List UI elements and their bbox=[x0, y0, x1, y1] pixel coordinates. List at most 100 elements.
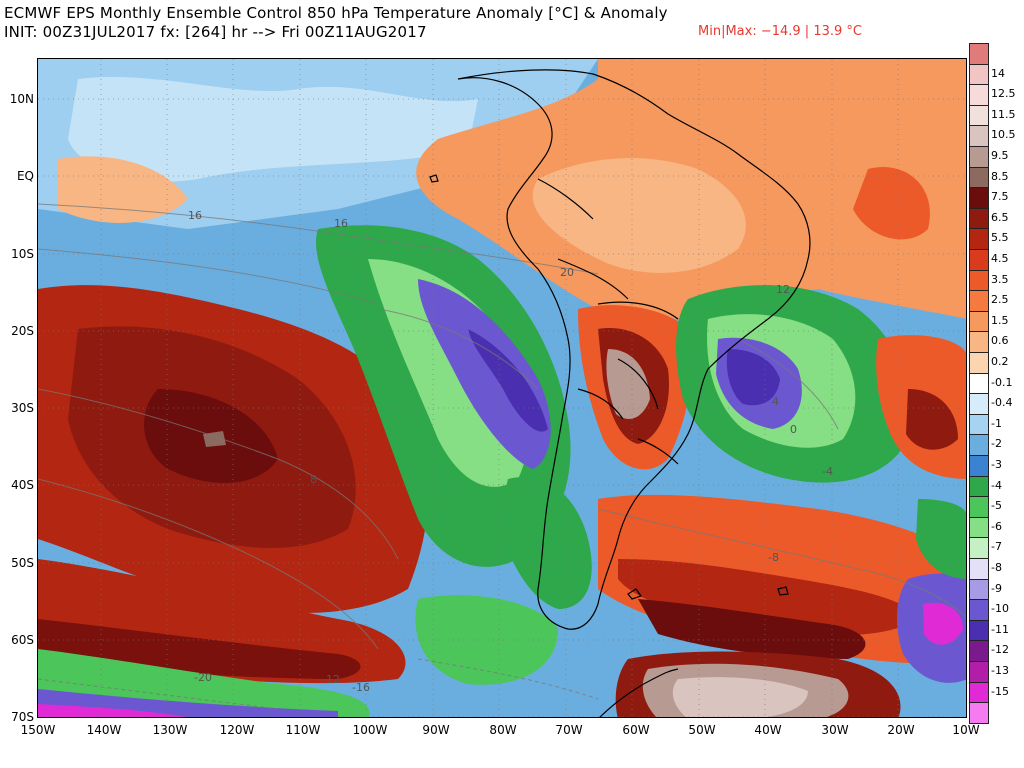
colorbar-swatch bbox=[969, 372, 989, 395]
colorbar-label: -7 bbox=[991, 540, 1002, 554]
contour-label: -20 bbox=[194, 671, 212, 684]
colorbar-label: 3.5 bbox=[991, 272, 1009, 286]
colorbar-legend: 14 12.5 11.5 10.5 9.5 8.5 7.5 6.5 5.5 4.5 3.5 2.5 1.… bbox=[967, 43, 1024, 724]
colorbar-swatch bbox=[969, 455, 989, 477]
colorbar-label: 11.5 bbox=[991, 107, 1016, 121]
colorbar-label: 7.5 bbox=[991, 190, 1009, 204]
colorbar-swatch bbox=[969, 516, 989, 539]
colorbar-swatch bbox=[969, 63, 989, 86]
colorbar-label: 12.5 bbox=[991, 87, 1016, 101]
min-max-readout: Min|Max: −14.9 | 13.9 °C bbox=[698, 24, 862, 39]
colorbar-swatch bbox=[969, 558, 989, 580]
init-forecast-line: INIT: 00Z31JUL2017 fx: [264] hr --> Fri … bbox=[4, 23, 427, 41]
anomaly-map[interactable]: 16 16 20 12 8 4 0 -4 -8 -12 -16 -20 bbox=[37, 58, 967, 718]
contour-label: 12 bbox=[776, 283, 790, 296]
contour-label: 16 bbox=[334, 217, 348, 230]
lon-label-100w: 100W bbox=[352, 723, 388, 737]
contour-label: 16 bbox=[188, 209, 202, 222]
colorbar-label: -9 bbox=[991, 581, 1002, 595]
lon-label-80w: 80W bbox=[489, 723, 517, 737]
colorbar-swatch bbox=[969, 640, 989, 662]
colorbar-swatch bbox=[969, 496, 989, 518]
contour-label: -8 bbox=[768, 551, 779, 564]
colorbar-label: 2.5 bbox=[991, 293, 1009, 307]
contour-label: -12 bbox=[322, 673, 340, 686]
colorbar-label: -1 bbox=[991, 416, 1002, 430]
colorbar-swatch bbox=[969, 228, 989, 250]
colorbar-label: -12 bbox=[991, 643, 1009, 657]
colorbar-swatch bbox=[969, 125, 989, 147]
colorbar-label: -4 bbox=[991, 478, 1002, 492]
colorbar-label: 0.6 bbox=[991, 334, 1009, 348]
colorbar-swatch bbox=[969, 475, 989, 498]
colorbar-label: -5 bbox=[991, 499, 1002, 513]
colorbar-label: 8.5 bbox=[991, 169, 1009, 183]
colorbar-label: -0.4 bbox=[991, 396, 1013, 410]
lon-label-130w: 130W bbox=[152, 723, 188, 737]
lat-label-30s: 30S bbox=[11, 401, 34, 415]
colorbar-label: 1.5 bbox=[991, 313, 1009, 327]
lat-label-10s: 10S bbox=[11, 247, 34, 261]
colorbar-swatch bbox=[969, 434, 989, 456]
colorbar-swatch bbox=[969, 619, 989, 642]
map-canvas bbox=[38, 59, 966, 717]
colorbar-label: -6 bbox=[991, 519, 1002, 533]
colorbar-swatch bbox=[969, 207, 989, 230]
colorbar-swatch bbox=[969, 681, 989, 704]
lon-label-110w: 110W bbox=[285, 723, 321, 737]
lat-label-50s: 50S bbox=[11, 556, 34, 570]
lat-label-70s: 70S bbox=[11, 710, 34, 724]
colorbar-swatch bbox=[969, 166, 989, 189]
colorbar-swatch bbox=[969, 578, 989, 601]
colorbar-swatch bbox=[969, 537, 989, 559]
colorbar-label: -13 bbox=[991, 664, 1009, 677]
lon-label-40w: 40W bbox=[754, 723, 782, 737]
colorbar-swatch bbox=[969, 702, 989, 724]
colorbar-label: -3 bbox=[991, 458, 1002, 471]
colorbar-swatch bbox=[969, 290, 989, 312]
lon-label-90w: 90W bbox=[422, 723, 450, 737]
colorbar-label: 5.5 bbox=[991, 231, 1009, 245]
colorbar-swatch bbox=[969, 599, 989, 621]
colorbar-swatch bbox=[969, 104, 989, 127]
colorbar-label: 0.2 bbox=[991, 355, 1009, 368]
contour-label: -4 bbox=[822, 465, 833, 478]
lat-label-60s: 60S bbox=[11, 633, 34, 647]
colorbar-swatch bbox=[969, 249, 989, 271]
lon-label-120w: 120W bbox=[219, 723, 255, 737]
colorbar-swatch bbox=[969, 310, 989, 333]
contour-label: 0 bbox=[790, 423, 797, 436]
colorbar-label: 4.5 bbox=[991, 252, 1009, 265]
lon-label-60w: 60W bbox=[622, 723, 650, 737]
lat-label-10n: 10N bbox=[9, 92, 34, 106]
lon-label-30w: 30W bbox=[821, 723, 849, 737]
lat-label-20s: 20S bbox=[11, 324, 34, 338]
colorbar-label: 9.5 bbox=[991, 149, 1009, 162]
colorbar-label: -8 bbox=[991, 561, 1002, 574]
contour-label: 4 bbox=[772, 395, 779, 408]
colorbar-swatch bbox=[969, 269, 989, 292]
colorbar-swatch bbox=[969, 43, 989, 65]
lat-label-eq: EQ bbox=[16, 169, 34, 183]
lon-label-150w: 150W bbox=[20, 723, 56, 737]
colorbar-swatch bbox=[969, 661, 989, 683]
lon-label-50w: 50W bbox=[688, 723, 716, 737]
lon-label-70w: 70W bbox=[555, 723, 583, 737]
colorbar-label: -0.1 bbox=[991, 375, 1013, 389]
lon-label-20w: 20W bbox=[887, 723, 915, 737]
colorbar-label: 10.5 bbox=[991, 128, 1016, 142]
colorbar-label: 14 bbox=[991, 66, 1005, 80]
contour-label: 8 bbox=[310, 473, 317, 486]
lon-label-140w: 140W bbox=[86, 723, 122, 737]
colorbar-label: -15 bbox=[991, 684, 1009, 698]
colorbar-swatch bbox=[969, 146, 989, 168]
colorbar-swatch bbox=[969, 352, 989, 374]
colorbar-swatch bbox=[969, 393, 989, 415]
map-title: ECMWF EPS Monthly Ensemble Control 850 h… bbox=[4, 4, 668, 22]
colorbar-label: -10 bbox=[991, 602, 1009, 616]
contour-label: 20 bbox=[560, 266, 574, 279]
colorbar-swatch bbox=[969, 413, 989, 436]
lon-label-10w: 10W bbox=[952, 723, 980, 737]
colorbar-label: -2 bbox=[991, 437, 1002, 451]
lat-label-40s: 40S bbox=[11, 478, 34, 492]
